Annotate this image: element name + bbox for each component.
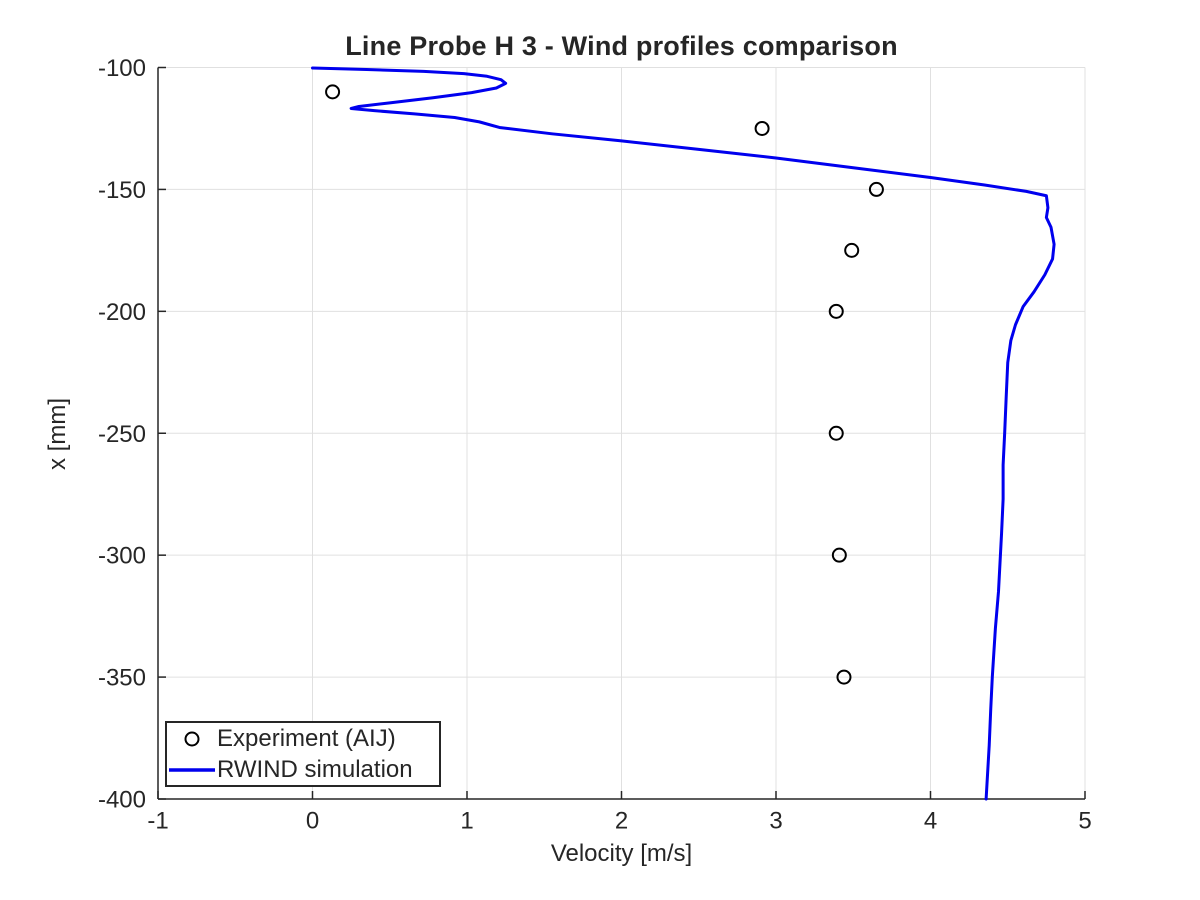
experiment-point (828, 425, 844, 441)
chart-title: Line Probe H 3 - Wind profiles compariso… (345, 31, 898, 61)
legend-label-experiment: Experiment (AIJ) (217, 724, 396, 752)
legend-item-experiment: Experiment (AIJ) (167, 723, 439, 754)
y-tick-label: -100 (98, 55, 146, 82)
x-tick-label: 3 (769, 808, 782, 835)
y-tick-label: -250 (98, 421, 146, 448)
simulation-line-marker-icon (167, 760, 217, 780)
x-tick-label: 5 (1078, 808, 1091, 835)
experiment-point (868, 181, 884, 197)
y-tick-label: -400 (98, 787, 146, 814)
x-tick-label: 2 (615, 808, 628, 835)
experiment-point (844, 242, 860, 258)
legend: Experiment (AIJ) RWIND simulation (165, 721, 441, 787)
legend-label-simulation: RWIND simulation (217, 755, 413, 783)
x-tick-label: 1 (460, 808, 473, 835)
y-tick-label: -150 (98, 177, 146, 204)
x-tick-label: 4 (924, 808, 937, 835)
experiment-circle-marker-icon (167, 729, 217, 749)
experiment-point (828, 303, 844, 319)
experiment-point (831, 547, 847, 563)
x-tick-label: 0 (306, 808, 319, 835)
y-tick-label: -300 (98, 543, 146, 570)
experiment-point (325, 84, 341, 100)
legend-item-simulation: RWIND simulation (167, 754, 439, 785)
simulation-curve (311, 66, 1056, 801)
y-axis-label: x [mm] (44, 398, 71, 470)
experiment-point (754, 120, 770, 136)
x-axis-label: Velocity [m/s] (550, 840, 693, 867)
y-tick-label: -200 (98, 299, 146, 326)
x-tick-label: -1 (147, 808, 168, 835)
experiment-point (836, 669, 852, 685)
y-tick-label: -350 (98, 665, 146, 692)
